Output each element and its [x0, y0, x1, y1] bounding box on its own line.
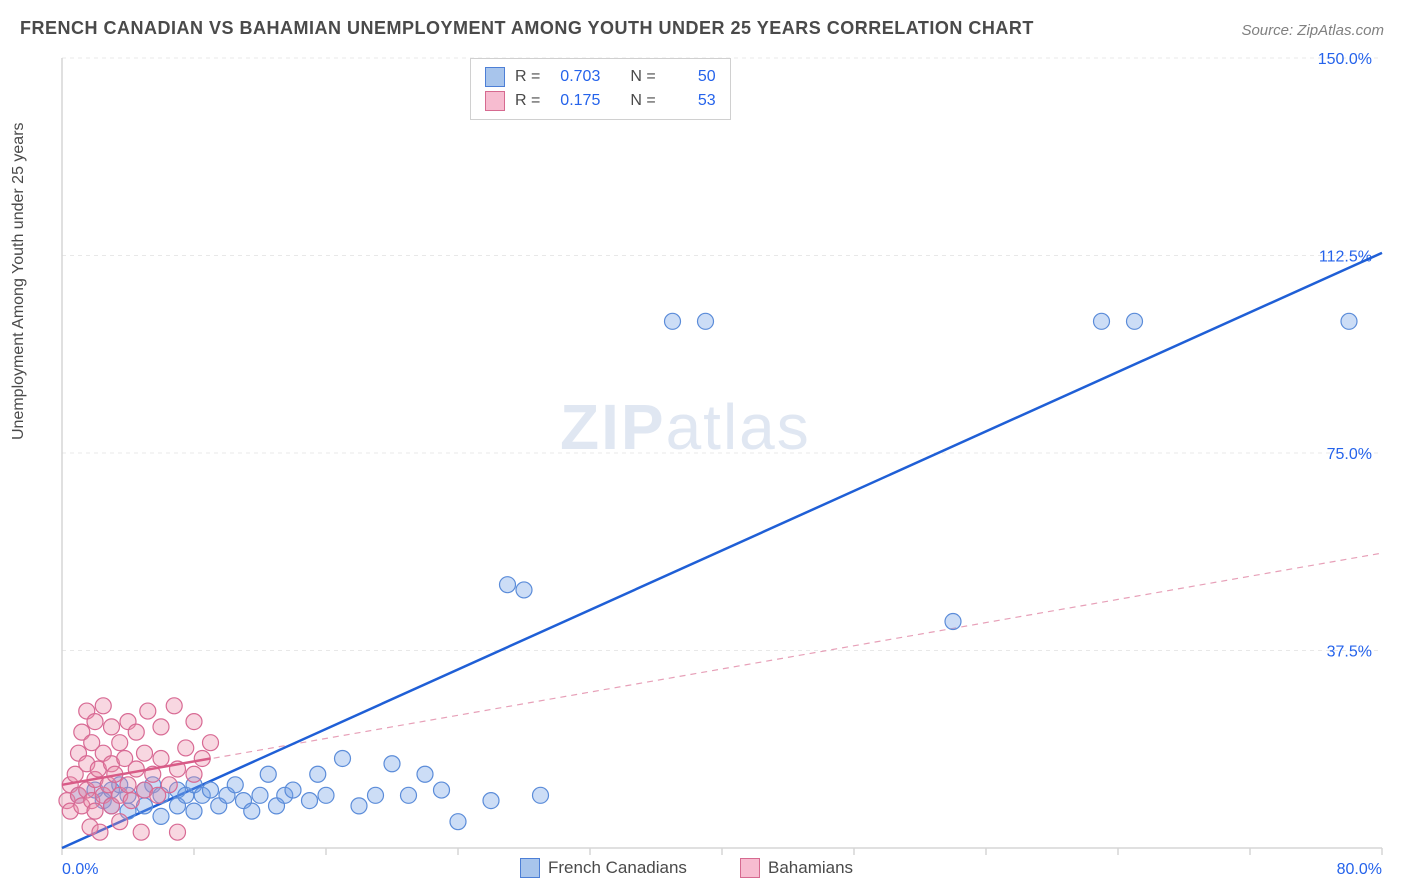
svg-text:150.0%: 150.0%	[1318, 51, 1372, 68]
legend-row-french-canadians: R = 0.703 N = 50	[485, 65, 716, 89]
svg-text:0.0%: 0.0%	[62, 861, 98, 878]
correlation-legend: R = 0.703 N = 50 R = 0.175 N = 53	[470, 58, 731, 120]
svg-text:75.0%: 75.0%	[1327, 446, 1372, 463]
legend-row-bahamians: R = 0.175 N = 53	[485, 89, 716, 113]
legend-swatch	[485, 91, 505, 111]
svg-text:37.5%: 37.5%	[1327, 644, 1372, 661]
r-value: 0.175	[550, 92, 600, 110]
legend-swatch	[740, 858, 760, 878]
series-legend-fc: French Canadians	[520, 858, 687, 878]
r-value: 0.703	[550, 68, 600, 86]
n-value: 50	[666, 68, 716, 86]
svg-text:80.0%: 80.0%	[1337, 861, 1382, 878]
legend-swatch	[520, 858, 540, 878]
legend-swatch	[485, 67, 505, 87]
n-value: 53	[666, 92, 716, 110]
n-label: N =	[630, 92, 655, 110]
r-label: R =	[515, 92, 540, 110]
legend-label: Bahamians	[768, 858, 853, 878]
svg-text:112.5%: 112.5%	[1319, 249, 1372, 266]
legend-label: French Canadians	[548, 858, 687, 878]
r-label: R =	[515, 68, 540, 86]
series-legend-bh: Bahamians	[740, 858, 853, 878]
scatter-chart: 37.5% 75.0% 112.5% 150.0% 0.0% 80.0%	[0, 0, 1406, 892]
n-label: N =	[630, 68, 655, 86]
